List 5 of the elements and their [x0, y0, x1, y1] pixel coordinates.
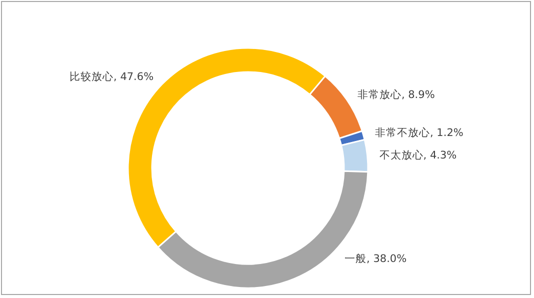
slice-label: 不太放心, 4.3% — [379, 148, 457, 162]
slice-label: 比较放心, 47.6% — [70, 70, 154, 83]
slice-label: 非常放心, 8.9% — [357, 88, 435, 102]
slice-label: 非常不放心, 1.2% — [375, 126, 464, 140]
slice-label: 一般, 38.0% — [344, 253, 407, 265]
